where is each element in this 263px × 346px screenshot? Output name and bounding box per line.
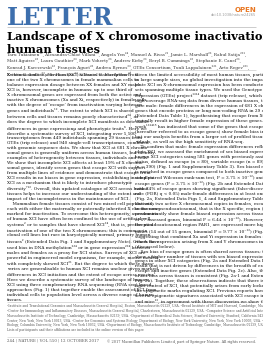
Text: Landscape of X chromosome inactivation across
human tissues: Landscape of X chromosome inactivation a… [7,31,263,55]
Text: Taru Tukiainen¹², Alexandra-Chloé Villani²³, Angela Yen²⁴, Manuel A. Rivas²¹, Ja: Taru Tukiainen¹², Alexandra-Chloé Villan… [7,52,249,76]
Text: LETTER: LETTER [7,6,113,30]
Text: ¹Institute and Translational Genomics and Massachusetts General Hospital, Boston: ¹Institute and Translational Genomics an… [7,304,263,332]
Text: doi:10.1038/nature24265: doi:10.1038/nature24265 [211,13,256,17]
Text: © 2017 Macmillan Publishers Limited, part of Springer Nature. All rights reserve: © 2017 Macmillan Publishers Limited, par… [107,339,256,344]
Text: 244 | NATURE | VOL 550 | 12 OCTOBER 2017: 244 | NATURE | VOL 550 | 12 OCTOBER 2017 [7,339,99,343]
Text: Given the limited accessibility of most human tissues, particularly
in large sam: Given the limited accessibility of most … [135,73,263,304]
Text: OPEN: OPEN [234,7,256,13]
Text: X-chromosome inactivation (XCI) silences transcription from
one of the two X chr: X-chromosome inactivation (XCI) silences… [7,73,160,302]
